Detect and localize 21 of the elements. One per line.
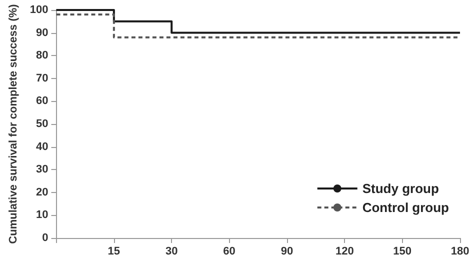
y-tick-label: 60 [36,95,48,108]
y-tick-label: 90 [36,26,48,39]
y-tick-label: 10 [36,209,48,222]
legend-label: Study group [362,181,439,196]
y-tick-label: 0 [42,232,48,244]
legend-label: Control group [362,200,450,215]
y-axis-title: Cumulative survival for complete success (%) [8,4,20,244]
x-tick-label: 30 [165,246,178,258]
y-tick-label: 80 [36,50,48,62]
y-tick-label: 30 [36,164,48,176]
x-tick-label: 60 [223,246,236,258]
y-tick-label: 20 [36,186,48,198]
y-tick-label: 100 [30,4,48,16]
y-tick-label: 40 [36,140,48,153]
x-tick-label: 15 [108,246,120,258]
x-tick-label: 120 [335,246,354,258]
y-tick-label: 50 [36,118,48,130]
x-tick-label: 180 [450,246,470,258]
x-tick-label: 90 [280,246,294,258]
x-tick-label: 150 [393,246,412,258]
y-tick-label: 70 [36,72,48,84]
